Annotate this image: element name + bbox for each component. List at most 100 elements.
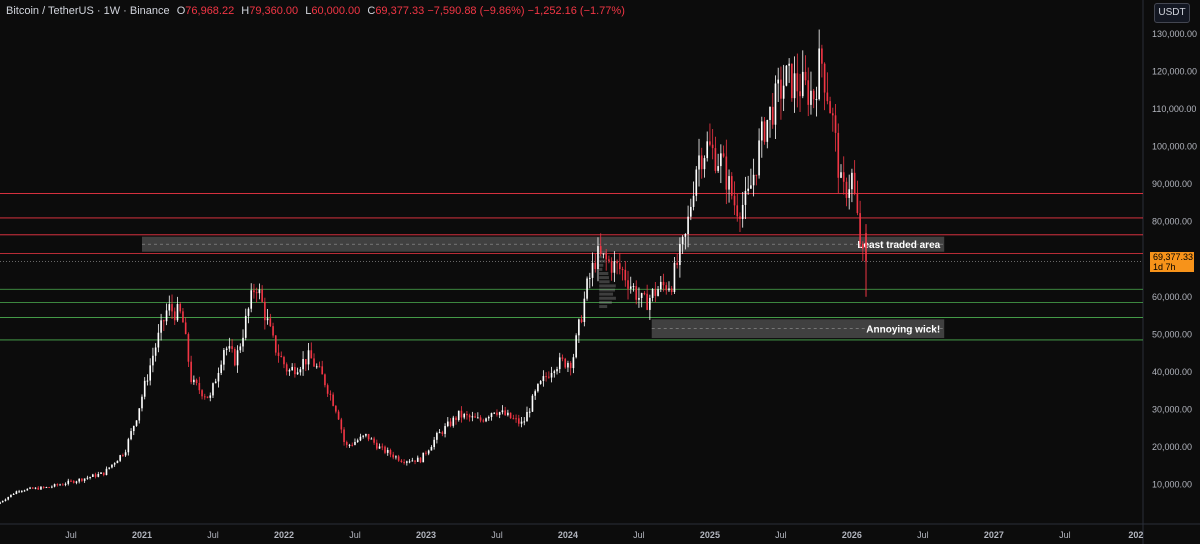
- candle-body: [386, 450, 389, 453]
- candle-body: [329, 393, 332, 395]
- candle-body: [842, 172, 845, 182]
- candle-body: [403, 462, 405, 464]
- candle-body: [414, 460, 416, 462]
- candle-body: [771, 106, 774, 125]
- candle-body: [250, 290, 253, 309]
- candle-body: [225, 348, 228, 351]
- candle-body: [184, 322, 187, 335]
- candle-body: [351, 444, 354, 446]
- candle-body: [659, 281, 662, 290]
- candle-body: [138, 408, 141, 421]
- candle-body: [608, 259, 610, 262]
- candle-body: [384, 446, 386, 453]
- candle-body: [438, 432, 441, 434]
- volume-profile-bar: [599, 251, 607, 255]
- candle-body: [296, 372, 299, 375]
- candle-body: [141, 396, 143, 409]
- candle-body: [277, 352, 280, 356]
- candle-body: [548, 376, 550, 378]
- candle-body: [406, 461, 408, 463]
- candle-body: [217, 372, 220, 382]
- candle-body: [537, 383, 539, 392]
- x-tick-label: 2022: [274, 530, 294, 540]
- y-tick-label: 120,000.00: [1152, 67, 1197, 77]
- candle-body: [397, 456, 400, 461]
- candle-body: [477, 417, 479, 419]
- candle-body: [212, 383, 214, 396]
- candle-body: [31, 487, 34, 489]
- y-tick-label: 10,000.00: [1152, 479, 1192, 489]
- candle-body: [556, 369, 558, 372]
- candle-body: [313, 358, 315, 367]
- candle-body: [676, 262, 678, 265]
- candle-body: [381, 446, 384, 448]
- candle-body: [425, 452, 427, 454]
- open-value: 76,968.22: [185, 5, 235, 17]
- candle-body: [310, 350, 313, 359]
- candle-body: [501, 410, 504, 413]
- candle-body: [449, 421, 452, 426]
- candle-body: [255, 292, 258, 294]
- x-tick-label: 2021: [132, 530, 152, 540]
- candle-body: [53, 484, 56, 487]
- candle-body: [269, 318, 272, 327]
- candle-body: [799, 91, 801, 97]
- y-tick-label: 30,000.00: [1152, 404, 1192, 414]
- candle-body: [12, 493, 15, 495]
- candle-body: [446, 421, 449, 427]
- candle-body: [856, 193, 859, 214]
- candle-body: [436, 432, 438, 440]
- x-tick-label: 2027: [984, 530, 1004, 540]
- candle-body: [274, 335, 277, 353]
- candle-body: [127, 439, 130, 453]
- candle-body: [703, 158, 706, 170]
- candle-body: [422, 452, 425, 463]
- candle-body: [261, 289, 263, 302]
- candle-body: [130, 431, 132, 440]
- candle-body: [433, 439, 435, 447]
- candle-body: [67, 480, 70, 484]
- candle-body: [586, 278, 588, 299]
- candle-body: [572, 357, 575, 369]
- candle-body: [520, 421, 523, 424]
- candle-body: [111, 464, 113, 468]
- candle-body: [59, 484, 61, 486]
- candle-body: [70, 480, 72, 482]
- volume-profile-bar: [599, 267, 603, 271]
- candle-body: [149, 365, 151, 381]
- candle-body: [92, 474, 94, 477]
- change-value-2: −1,252.16 (−1.77%): [527, 5, 625, 17]
- candle-body: [113, 463, 116, 465]
- candle-body: [231, 346, 233, 349]
- y-tick-label: 110,000.00: [1152, 104, 1196, 114]
- candle-body: [493, 412, 496, 414]
- candle-body: [646, 293, 648, 310]
- candle-body: [463, 413, 466, 418]
- candle-body: [163, 320, 165, 322]
- candle-body: [471, 416, 474, 418]
- candle-body: [498, 412, 501, 415]
- candle-body: [176, 304, 179, 321]
- candle-body: [285, 364, 288, 372]
- candle-body: [695, 169, 698, 196]
- candle-body: [597, 246, 599, 270]
- candle-body: [294, 366, 296, 375]
- candle-body: [804, 71, 807, 81]
- candle-body: [132, 425, 135, 432]
- high-key: H: [241, 5, 250, 17]
- candle-body: [744, 190, 747, 205]
- symbol-title: Bitcoin / TetherUS · 1W · Binance: [6, 5, 170, 17]
- candle-body: [143, 380, 146, 397]
- candle-body: [788, 63, 790, 66]
- candle-body: [108, 467, 111, 469]
- y-tick-label: 90,000.00: [1152, 179, 1192, 189]
- candle-body: [725, 156, 728, 190]
- candle-body: [48, 487, 50, 489]
- candle-body: [78, 478, 81, 482]
- y-tick-label: 60,000.00: [1152, 292, 1192, 302]
- y-tick-label: 40,000.00: [1152, 367, 1192, 377]
- currency-button[interactable]: USDT: [1154, 3, 1190, 23]
- candle-body: [280, 355, 283, 358]
- candle-body: [198, 383, 201, 391]
